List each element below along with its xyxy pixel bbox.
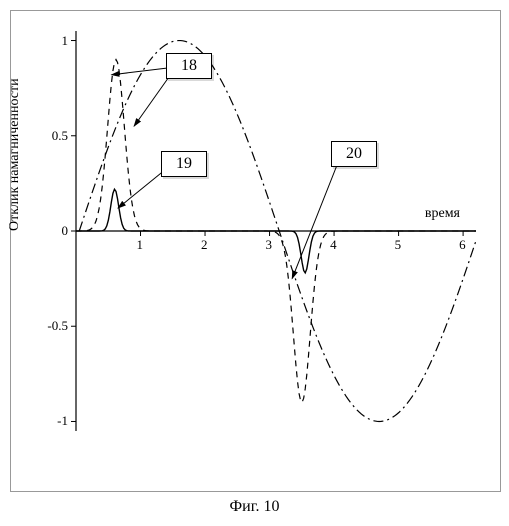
y-tick: -1: [57, 413, 68, 429]
chart-svg: [11, 11, 500, 451]
x-axis-label: время: [425, 206, 460, 222]
figure-container: Отклик намагниченности время 1 2 3 4 5 6 -1 -0.…: [10, 10, 501, 492]
figure-caption: Фиг. 10: [10, 498, 499, 516]
callout-19: 19: [161, 151, 207, 177]
callout-18: 18: [166, 53, 212, 79]
x-tick: 5: [395, 237, 402, 253]
callout-20: 20: [331, 141, 377, 167]
y-tick: 1: [62, 33, 69, 49]
x-tick: 4: [330, 237, 337, 253]
y-tick: -0.5: [47, 318, 68, 334]
callout-arrow: [292, 155, 341, 279]
x-tick: 2: [201, 237, 208, 253]
x-tick: 3: [266, 237, 273, 253]
y-tick: 0: [62, 223, 69, 239]
x-tick: 6: [459, 237, 466, 253]
x-tick: 1: [137, 237, 144, 253]
series-19: [76, 189, 476, 273]
y-axis-label: Отклик намагниченности: [7, 78, 23, 231]
y-tick: 0.5: [52, 128, 68, 144]
